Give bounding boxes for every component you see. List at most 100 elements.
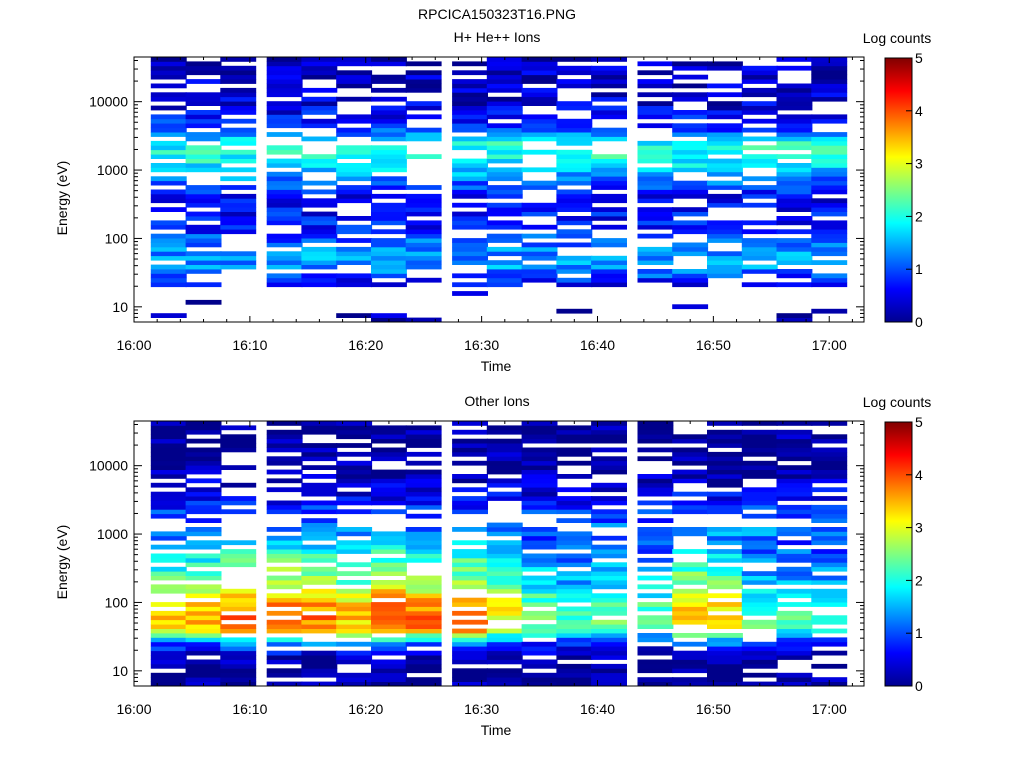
heatmap-cell bbox=[405, 207, 442, 212]
heatmap-cell bbox=[220, 87, 257, 93]
heatmap-cell bbox=[336, 189, 373, 195]
heatmap-cell bbox=[707, 140, 743, 146]
heatmap-cell bbox=[452, 246, 488, 252]
colorbar-tick-label: 3 bbox=[915, 520, 923, 536]
heatmap-cell bbox=[707, 456, 743, 462]
heatmap-cell bbox=[371, 282, 407, 288]
heatmap-cell bbox=[591, 198, 627, 204]
heatmap-cell bbox=[776, 87, 813, 93]
heatmap-cell bbox=[150, 193, 187, 199]
heatmap-cell bbox=[741, 540, 778, 546]
heatmap-cell bbox=[637, 624, 674, 629]
heatmap-cell bbox=[486, 646, 523, 652]
heatmap-cell bbox=[486, 167, 523, 173]
heatmap-cell bbox=[707, 167, 743, 173]
heatmap-cell bbox=[486, 185, 523, 190]
heatmap-cell bbox=[776, 92, 813, 98]
heatmap-cell bbox=[220, 677, 257, 682]
heatmap-cell bbox=[371, 451, 407, 457]
heatmap-cell bbox=[405, 154, 442, 159]
heatmap-cell bbox=[637, 154, 674, 159]
heatmap-cell bbox=[371, 588, 407, 594]
heatmap-cell bbox=[486, 527, 523, 532]
heatmap-cell bbox=[591, 216, 627, 221]
heatmap-cell bbox=[811, 207, 848, 212]
heatmap-cell bbox=[707, 163, 743, 168]
heatmap-cell bbox=[301, 641, 338, 647]
heatmap-cell bbox=[521, 242, 558, 248]
heatmap-cell bbox=[741, 544, 778, 550]
heatmap-cell bbox=[266, 145, 303, 151]
heatmap-cell bbox=[637, 478, 674, 484]
heatmap-cell bbox=[741, 429, 778, 435]
heatmap-cell bbox=[556, 429, 593, 435]
heatmap-cell bbox=[301, 509, 338, 515]
heatmap-cell bbox=[521, 87, 558, 93]
heatmap-cell bbox=[266, 264, 303, 270]
heatmap-cell bbox=[486, 74, 523, 80]
heatmap-cell bbox=[741, 65, 778, 71]
heatmap-cell bbox=[776, 255, 813, 261]
heatmap-cell bbox=[811, 438, 848, 444]
heatmap-cell bbox=[452, 584, 488, 590]
heatmap-cell bbox=[707, 580, 743, 585]
heatmap-cell bbox=[301, 154, 338, 159]
heatmap-cell bbox=[220, 672, 257, 678]
heatmap-cell bbox=[591, 154, 627, 159]
heatmap-cell bbox=[672, 242, 709, 248]
heatmap-cell bbox=[776, 549, 813, 554]
heatmap-cell bbox=[185, 646, 222, 652]
heatmap-cell bbox=[591, 136, 627, 142]
heatmap-cell bbox=[556, 597, 593, 603]
heatmap-cell bbox=[185, 593, 222, 599]
heatmap-cell bbox=[811, 549, 848, 554]
heatmap-cell bbox=[220, 251, 257, 257]
heatmap-cell bbox=[741, 557, 778, 563]
heatmap-cell bbox=[336, 650, 373, 656]
heatmap-cell bbox=[452, 193, 488, 199]
heatmap-cell bbox=[776, 438, 813, 444]
heatmap-cell bbox=[301, 659, 338, 665]
heatmap-cell bbox=[185, 637, 222, 643]
heatmap-cell bbox=[811, 602, 848, 607]
x-tick-label: 16:30 bbox=[464, 701, 499, 717]
heatmap-cell bbox=[707, 668, 743, 674]
heatmap-cell bbox=[741, 229, 778, 235]
heatmap-cell bbox=[741, 434, 778, 440]
heatmap-cell bbox=[150, 198, 187, 204]
heatmap-cell bbox=[185, 101, 222, 106]
heatmap-cell bbox=[405, 211, 442, 217]
heatmap-cell bbox=[486, 633, 523, 638]
heatmap-cell bbox=[301, 571, 338, 576]
heatmap-cell bbox=[486, 277, 523, 283]
heatmap-cell bbox=[185, 132, 222, 137]
heatmap-cell bbox=[185, 584, 222, 590]
heatmap-cell bbox=[591, 127, 627, 133]
heatmap-cell bbox=[405, 535, 442, 541]
heatmap-cell bbox=[672, 114, 709, 120]
heatmap-cell bbox=[637, 557, 674, 563]
heatmap-cell bbox=[707, 504, 743, 510]
heatmap-cell bbox=[405, 557, 442, 563]
heatmap-cell bbox=[811, 83, 848, 89]
heatmap-cell bbox=[266, 580, 303, 585]
heatmap-cell bbox=[637, 500, 674, 506]
heatmap-cell bbox=[371, 557, 407, 563]
heatmap-cell bbox=[741, 650, 778, 656]
heatmap-cell bbox=[301, 425, 338, 431]
heatmap-cell bbox=[486, 491, 523, 497]
heatmap-cell bbox=[591, 522, 627, 528]
heatmap-cell bbox=[811, 434, 848, 440]
heatmap-cell bbox=[266, 469, 303, 475]
heatmap-cell bbox=[405, 624, 442, 629]
heatmap-cell bbox=[371, 434, 407, 440]
heatmap-cell bbox=[220, 96, 257, 102]
heatmap-cell bbox=[741, 663, 778, 669]
heatmap-cell bbox=[486, 145, 523, 151]
heatmap-cell bbox=[741, 74, 778, 80]
heatmap-cell bbox=[521, 628, 558, 634]
heatmap-cell bbox=[591, 163, 627, 168]
heatmap-cell bbox=[371, 438, 407, 444]
heatmap-cell bbox=[556, 118, 593, 124]
heatmap-cell bbox=[637, 615, 674, 621]
